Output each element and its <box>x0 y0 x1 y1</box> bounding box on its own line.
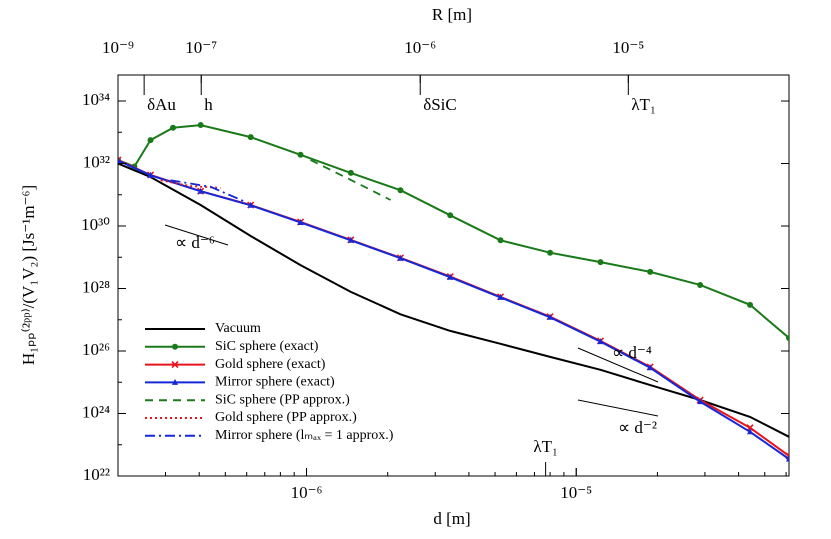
marker <box>297 218 304 225</box>
marker <box>547 249 554 256</box>
plot-area <box>118 122 789 462</box>
marker <box>547 313 554 320</box>
marker <box>497 237 504 244</box>
marker <box>197 187 204 194</box>
legend-label: Mirror sphere (lₘₐₓ = 1 approx.) <box>215 428 394 443</box>
marker <box>697 281 704 288</box>
y-tick-label: 10²² <box>83 465 110 484</box>
x-tick-label: 10⁻⁶ <box>291 483 323 502</box>
y-axis-label: H₁ₚₚ⁽²ᵖᵖ⁾/(V₁V₂) [Js⁻¹m⁻⁶] <box>19 185 38 365</box>
series-line <box>118 124 789 339</box>
y-tick-label: 10³⁰ <box>81 215 110 234</box>
length-scale-label: h <box>204 95 213 114</box>
marker <box>647 268 654 275</box>
x2-tick-label: 10⁻⁶ <box>404 38 436 57</box>
y-tick-label: 10³⁴ <box>82 90 110 109</box>
legend-marker <box>172 378 178 385</box>
x-tick-label: 10⁻⁵ <box>560 483 592 502</box>
series-line <box>310 159 392 201</box>
marker <box>247 201 254 208</box>
x2-axis-label: R [m] <box>432 5 472 24</box>
marker <box>197 122 204 129</box>
annotation: ∝ d⁻⁴ <box>612 343 652 362</box>
legend-label: SiC sphere (exact) <box>215 339 319 354</box>
annotation: ∝ d⁻² <box>618 418 657 437</box>
marker <box>397 254 404 261</box>
x-axis-label: d [m] <box>433 509 470 528</box>
marker <box>786 455 789 462</box>
marker <box>597 259 604 266</box>
legend-marker <box>171 361 179 369</box>
marker <box>697 398 704 405</box>
marker <box>447 273 454 280</box>
marker <box>747 428 754 435</box>
marker <box>447 212 454 219</box>
x2-tick-label: 10⁻⁵ <box>612 38 644 57</box>
slope-guide <box>164 224 229 246</box>
series-line <box>170 179 246 203</box>
x2-tick-label: 10⁻⁷ <box>185 38 217 57</box>
legend-label: Mirror sphere (exact) <box>215 375 335 390</box>
y-tick-label: 10²⁶ <box>82 340 110 359</box>
marker <box>347 236 354 243</box>
marker <box>247 134 254 141</box>
marker <box>347 169 354 176</box>
length-scale-label: δSiC <box>423 95 457 114</box>
length-scale-label: λT₁ <box>631 95 656 114</box>
marker <box>747 301 754 308</box>
slope-guide <box>577 347 659 383</box>
marker <box>118 156 121 163</box>
annotation: ∝ d⁻⁶ <box>175 233 215 252</box>
legend-label: SiC sphere (PP approx.) <box>215 392 350 407</box>
x2-tick-label: 10⁻⁹ <box>102 38 134 57</box>
legend-label: Gold sphere (PP approx.) <box>215 410 357 425</box>
y-tick-label: 10²⁴ <box>82 402 110 421</box>
legend-marker <box>172 343 178 350</box>
marker <box>397 187 404 194</box>
legend-label: Gold sphere (exact) <box>215 357 326 372</box>
y-tick-label: 10³² <box>83 152 110 171</box>
y-tick-label: 10²⁸ <box>82 277 110 296</box>
marker <box>147 137 154 144</box>
marker <box>170 124 177 131</box>
length-scale-label: δAu <box>147 95 176 114</box>
marker <box>647 364 654 371</box>
plot-frame <box>117 74 790 477</box>
marker <box>597 338 604 345</box>
length-scale-label: λT₁ <box>533 437 558 456</box>
marker <box>297 151 304 158</box>
series-line <box>118 162 789 438</box>
legend: Vacuum SiC sphere (exact) Gold sphere (exa… <box>145 321 394 443</box>
marker <box>786 335 789 342</box>
marker <box>147 171 154 178</box>
legend-label: Vacuum <box>215 321 261 336</box>
slope-guide <box>577 399 659 417</box>
marker <box>497 293 504 300</box>
